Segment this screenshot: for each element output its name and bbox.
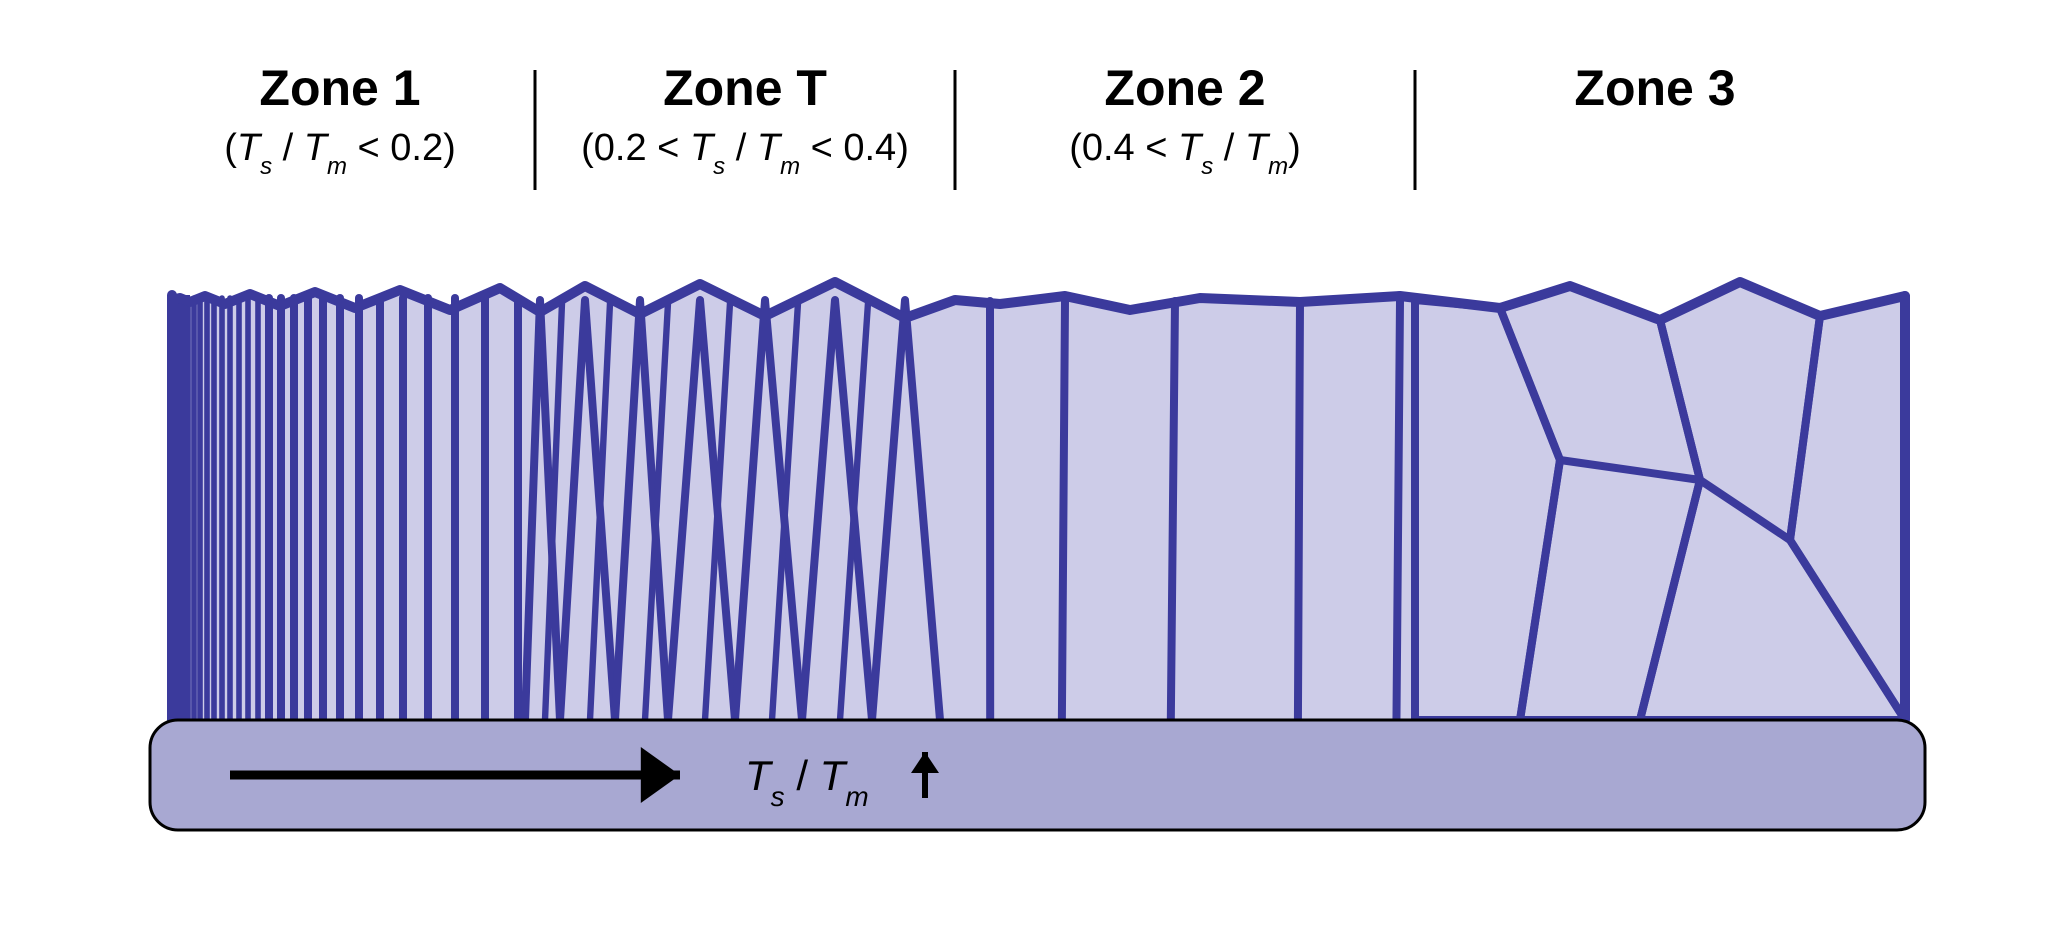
structure-zone-diagram: Ts / TmZone 1(Ts / Tm < 0.2)Zone T(0.2 <… [0,0,2048,931]
zone2-subtitle: (0.4 < Ts / Tm) [1069,127,1301,180]
zone1-subtitle: (Ts / Tm < 0.2) [224,127,456,180]
zone2-title: Zone 2 [1104,60,1265,116]
zoneT-title: Zone T [663,60,827,116]
zone1-title: Zone 1 [259,60,420,116]
zoneT-subtitle: (0.2 < Ts / Tm < 0.4) [581,127,909,180]
zone3-title: Zone 3 [1574,60,1735,116]
